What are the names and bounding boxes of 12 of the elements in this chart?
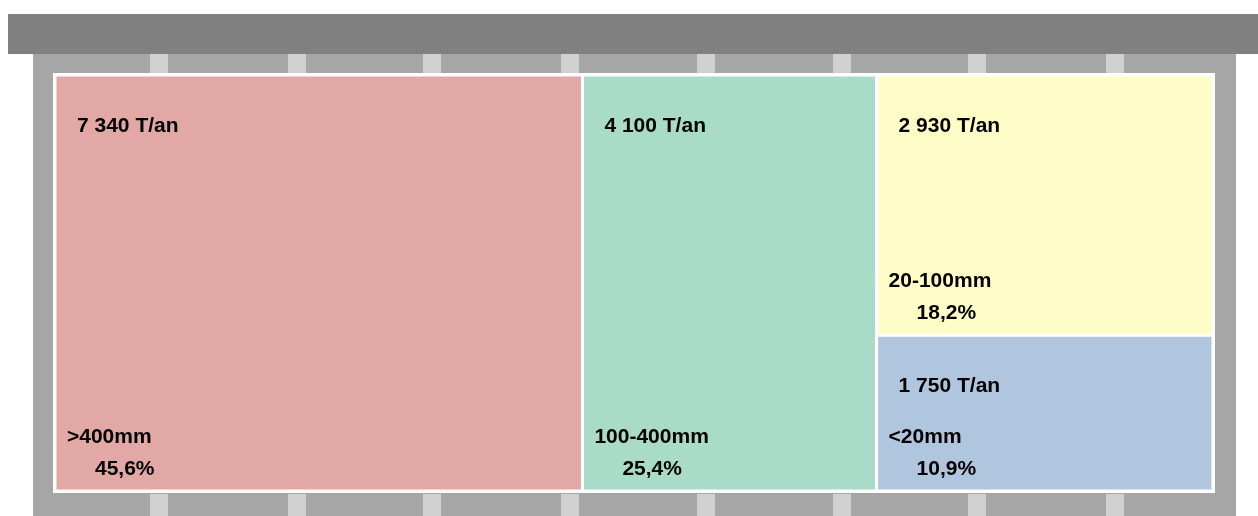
data-label: 25,4% bbox=[622, 456, 683, 479]
category-label: >400mm bbox=[67, 424, 152, 447]
data-label: 1 750 T/an bbox=[898, 373, 1001, 397]
data-label: 10,9% bbox=[916, 456, 977, 479]
category-label: <20mm bbox=[888, 424, 962, 447]
data-label: 18,2% bbox=[916, 300, 977, 324]
data-label: 7 340 T/an bbox=[77, 113, 179, 136]
category-label: 100-400mm bbox=[594, 424, 709, 447]
data-label: 4 100 T/an bbox=[604, 113, 706, 136]
category-label: 20-100mm bbox=[888, 268, 992, 292]
data-label: 45,6% bbox=[95, 456, 155, 479]
data-label: 2 930 T/an bbox=[898, 113, 1001, 136]
